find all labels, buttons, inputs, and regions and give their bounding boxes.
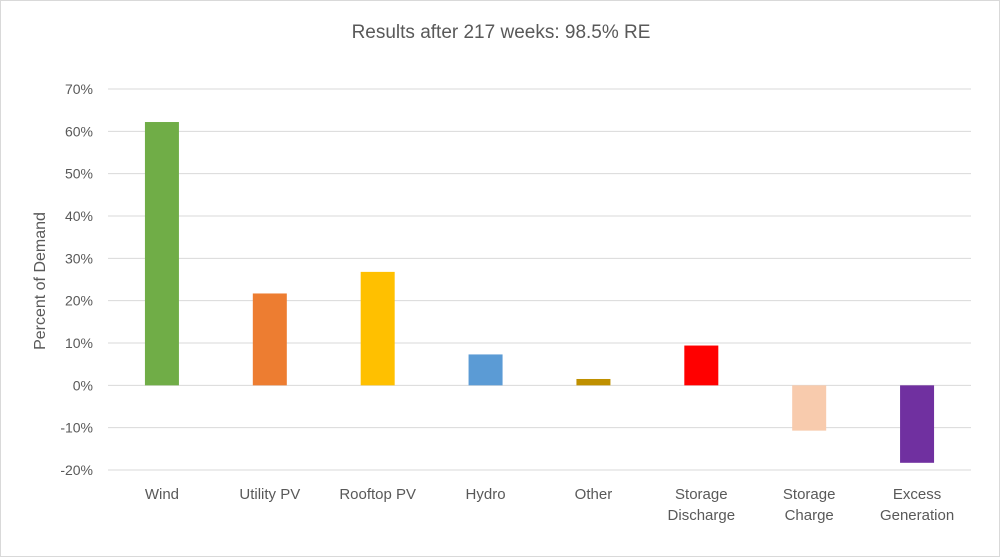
x-tick-label-line: Storage xyxy=(675,486,728,503)
bar-utility-pv xyxy=(252,293,287,386)
bars xyxy=(144,122,935,463)
y-tick-label: 10% xyxy=(65,335,93,351)
x-tick-label-line: Charge xyxy=(785,507,834,524)
x-tick-label-line: Other xyxy=(575,486,613,503)
x-tick-label-line: Rooftop PV xyxy=(339,486,416,503)
y-tick-label: 70% xyxy=(65,81,93,97)
x-tick-label: Storage Discharge xyxy=(668,486,736,524)
bar-hydro xyxy=(468,354,503,386)
x-tick-label: Excess Generation xyxy=(880,486,954,524)
x-tick-label-line: Utility PV xyxy=(239,486,300,503)
x-tick-label: Hydro xyxy=(466,486,506,503)
bar-excess-generation xyxy=(900,385,935,463)
chart-title: Results after 217 weeks: 98.5% RE xyxy=(352,22,651,43)
y-tick-label: 30% xyxy=(65,250,93,266)
bar-storage-discharge xyxy=(684,345,719,386)
x-tick-label-line: Generation xyxy=(880,507,954,524)
x-tick-label-line: Hydro xyxy=(466,486,506,503)
bar-storage-charge xyxy=(792,385,827,431)
bar-rooftop-pv xyxy=(360,271,395,386)
y-tick-label: 50% xyxy=(65,166,93,182)
x-tick-label: Other xyxy=(575,486,613,503)
y-tick-label: -10% xyxy=(60,420,93,436)
y-tick-label: 60% xyxy=(65,123,93,139)
x-tick-label-line: Discharge xyxy=(668,507,736,524)
gridlines xyxy=(108,88,971,471)
x-tick-label: Storage Charge xyxy=(783,486,836,524)
x-tick-labels: Wind Utility PV Rooftop PV Hydro Other Storag… xyxy=(145,486,954,524)
y-tick-label: -20% xyxy=(60,462,93,478)
x-tick-label: Utility PV xyxy=(239,486,300,503)
y-tick-label: 0% xyxy=(73,377,93,393)
x-tick-label-line: Wind xyxy=(145,486,179,503)
y-tick-label: 40% xyxy=(65,208,93,224)
x-tick-label-line: Storage xyxy=(783,486,836,503)
x-tick-label-line: Excess xyxy=(893,486,941,503)
x-tick-label: Rooftop PV xyxy=(339,486,416,503)
y-axis-label: Percent of Demand xyxy=(32,212,49,350)
bar-other xyxy=(576,378,611,386)
x-tick-label: Wind xyxy=(145,486,179,503)
y-tick-labels: 70% 60% 50% 40% 30% 20% 10% 0% -10% -20% xyxy=(60,81,93,478)
bar-wind xyxy=(144,122,179,386)
y-tick-label: 20% xyxy=(65,293,93,309)
